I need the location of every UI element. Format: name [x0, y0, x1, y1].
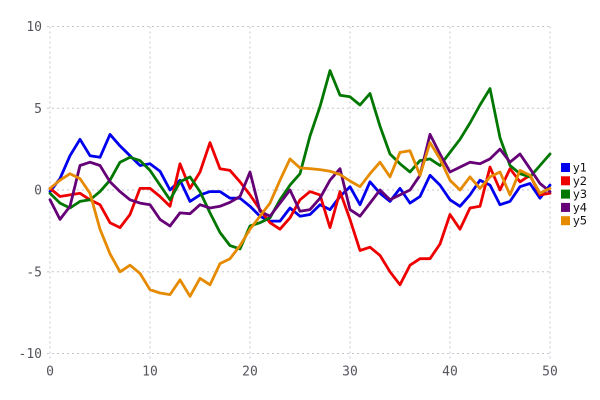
- legend-item-y1: y1: [561, 161, 587, 175]
- y-tick-label: 5: [34, 102, 42, 117]
- legend-item-y2: y2: [561, 174, 587, 188]
- legend-label-y3: y3: [573, 187, 587, 201]
- x-tick-label: 30: [342, 365, 358, 380]
- x-tick-label: 40: [442, 365, 458, 380]
- y-tick-label: -5: [26, 265, 42, 280]
- legend-swatch-y4: [561, 202, 570, 212]
- y-tick-label: 0: [34, 184, 42, 199]
- series-line-y4: [48, 132, 552, 228]
- legend-swatch-y3: [561, 189, 570, 199]
- legend-item-y4: y4: [561, 200, 587, 214]
- series-lines: [48, 69, 552, 298]
- x-tick-label: 10: [142, 365, 158, 380]
- x-tick-label: 20: [242, 365, 258, 380]
- legend-item-y5: y5: [561, 214, 587, 228]
- gridlines: [47, 26, 551, 360]
- x-tick-label: 50: [542, 365, 558, 380]
- legend-swatch-y2: [561, 176, 570, 186]
- legend-item-y3: y3: [561, 187, 587, 201]
- y-tick-label: 10: [26, 20, 42, 35]
- series-line-y3: [48, 69, 552, 251]
- legend-label-y1: y1: [573, 161, 587, 175]
- y-tick-label: -10: [19, 347, 42, 362]
- axis-tick-labels: 0 10 20 30 40 50 -10 -5 0 5 10: [19, 20, 558, 380]
- legend-label-y2: y2: [573, 174, 587, 188]
- legend-label-y4: y4: [573, 200, 587, 214]
- x-tick-label: 0: [46, 365, 54, 380]
- legend-swatch-y5: [561, 216, 570, 226]
- legend-swatch-y1: [561, 163, 570, 172]
- series-line-y5: [48, 141, 552, 298]
- series-line-y2: [48, 141, 552, 287]
- legend-label-y5: y5: [573, 214, 587, 228]
